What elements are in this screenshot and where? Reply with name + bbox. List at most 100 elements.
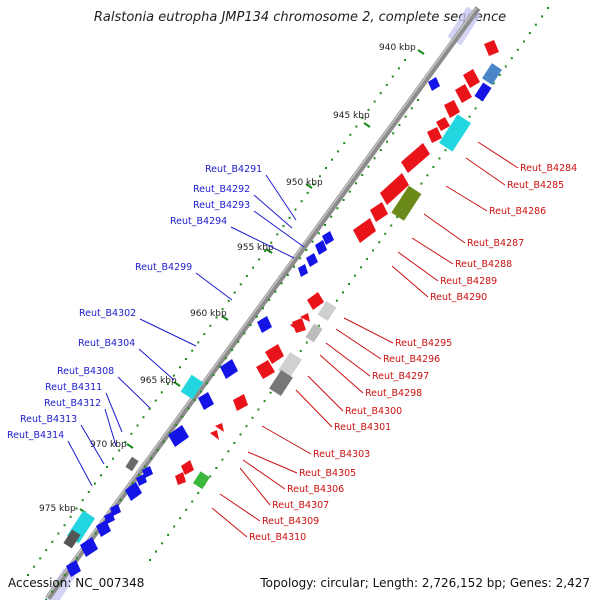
gene-arrow[interactable] [427,127,442,143]
gene-label-right[interactable]: Reut_B4310 [249,532,306,543]
gene-label-left[interactable]: Reut_B4291 [205,164,262,175]
track-dot [130,432,133,435]
gene-arrow[interactable] [322,231,334,245]
gene-box[interactable] [391,185,422,221]
gene-arrow[interactable] [136,474,147,486]
gene-label-right[interactable]: Reut_B4284 [520,163,577,174]
gene-box[interactable] [192,471,210,490]
gene-label-left[interactable]: Reut_B4304 [78,338,135,349]
gene-label-right[interactable]: Reut_B4287 [467,238,524,249]
track-dot [547,7,549,9]
leader-line [423,213,466,244]
gene-label-left[interactable]: Reut_B4311 [45,382,102,393]
track-dot [343,142,346,145]
gene-label-right[interactable]: Reut_B4289 [440,276,497,287]
gene-arrow[interactable] [455,84,472,103]
gene-arrow[interactable] [353,218,376,243]
gene-arrow[interactable] [300,313,310,322]
gene-arrow[interactable] [80,537,98,557]
gene-arrow[interactable] [428,77,440,91]
gene-arrow[interactable] [198,392,214,410]
gene-arrow[interactable] [306,253,318,267]
gene-label-left[interactable]: Reut_B4308 [57,366,114,377]
gene-box[interactable] [125,456,139,472]
track-dot [379,92,382,95]
gene-arrow[interactable] [290,322,298,331]
track-dot [438,157,441,160]
track-dot [166,383,169,385]
gene-arrow[interactable] [436,117,450,131]
gene-arrow[interactable] [233,394,248,411]
gene-label-right[interactable]: Reut_B4295 [395,338,452,349]
gene-label-left[interactable]: Reut_B4313 [20,414,77,425]
gene-label-left[interactable]: Reut_B4314 [7,430,64,441]
gene-label-right[interactable]: Reut_B4286 [489,206,546,217]
gene-arrow[interactable] [315,240,327,255]
gene-box[interactable] [439,114,471,152]
track-dot [209,475,212,478]
gene-arrow[interactable] [307,292,324,310]
gene-label-right[interactable]: Reut_B4290 [430,292,487,303]
gene-label-left[interactable]: Reut_B4302 [79,308,136,319]
gene-arrow[interactable] [401,143,430,173]
gene-arrow[interactable] [96,520,111,537]
forward-strand-genes [175,40,502,490]
gene-label-left[interactable]: Reut_B4292 [193,184,250,195]
gene-arrow[interactable] [142,466,153,478]
gene-arrow[interactable] [104,512,115,524]
gene-label-left[interactable]: Reut_B4299 [135,262,192,273]
gene-arrow[interactable] [256,360,275,379]
track-dot [197,492,200,495]
gene-arrow[interactable] [181,460,194,475]
gene-box[interactable] [180,374,204,400]
gene-arrow[interactable] [292,318,306,333]
gene-arrow[interactable] [463,69,480,88]
gene-label-right[interactable]: Reut_B4296 [383,354,440,365]
gene-label-right[interactable]: Reut_B4306 [287,484,344,495]
gene-label-right[interactable]: Reut_B4305 [299,468,356,479]
gene-arrow[interactable] [220,359,238,379]
track-dot [410,107,413,110]
gene-arrow[interactable] [370,202,388,222]
gene-label-right[interactable]: Reut_B4288 [455,259,512,270]
gene-label-right[interactable]: Reut_B4309 [262,516,319,527]
gene-arrow[interactable] [444,100,460,118]
tick-mark [417,49,425,55]
gene-arrow[interactable] [210,430,219,440]
gene-box[interactable] [305,323,323,343]
gene-arrow[interactable] [380,173,409,205]
gene-arrow[interactable] [110,504,121,516]
gene-label-left[interactable]: Reut_B4293 [193,200,250,211]
gene-box[interactable] [269,369,293,397]
gene-label-left[interactable]: Reut_B4294 [170,216,227,227]
gene-box[interactable] [317,301,337,321]
gene-label-right[interactable]: Reut_B4285 [507,180,564,191]
gene-arrow[interactable] [484,40,499,56]
gene-label-right[interactable]: Reut_B4301 [334,422,391,433]
gene-label-right[interactable]: Reut_B4298 [365,388,422,399]
gene-arrow[interactable] [215,423,224,432]
gene-arrow[interactable] [66,560,81,577]
track-dot [94,532,97,535]
gene-box[interactable] [474,82,492,102]
gene-label-right[interactable]: Reut_B4297 [372,371,429,382]
gene-label-right[interactable]: Reut_B4300 [345,406,402,417]
gene-arrow[interactable] [298,264,308,277]
leader-line [230,226,295,259]
leader-line [195,272,233,301]
track-dot [162,440,165,443]
gene-arrow[interactable] [265,344,284,364]
gene-label-right[interactable]: Reut_B4307 [272,500,329,511]
accession-text: Accession: NC_007348 [8,576,145,590]
leader-line [325,342,371,377]
gene-label-right[interactable]: Reut_B4303 [313,449,370,460]
gene-box[interactable] [482,63,502,85]
gene-arrow[interactable] [125,482,142,501]
gene-arrow[interactable] [175,472,186,485]
gene-arrow[interactable] [168,425,189,447]
gene-box[interactable] [63,529,81,549]
gene-label-left[interactable]: Reut_B4312 [44,398,101,409]
gene-arrow[interactable] [257,316,272,333]
gene-box[interactable] [278,351,302,379]
track-dot [233,291,236,294]
